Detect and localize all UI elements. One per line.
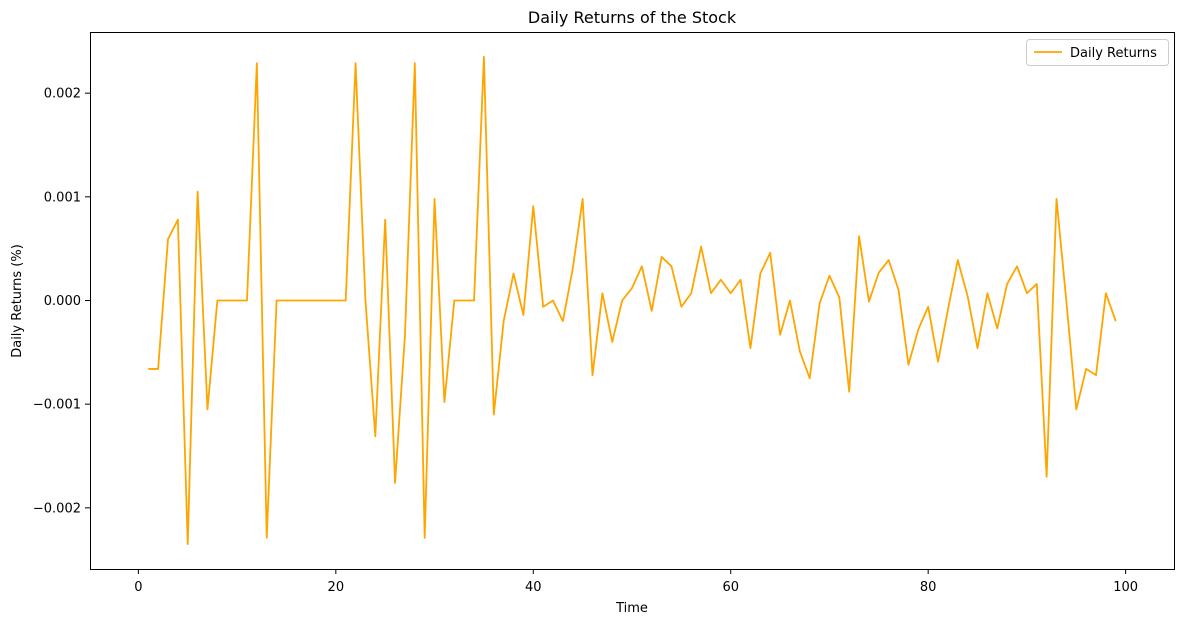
x-tick-label: 20 — [328, 580, 345, 595]
legend: Daily Returns — [1026, 39, 1169, 66]
x-tick-label: 80 — [920, 580, 937, 595]
y-tick-label: 0.000 — [44, 294, 81, 309]
y-axis-label: Daily Returns (%) — [10, 244, 25, 358]
x-axis-label: Time — [615, 601, 648, 616]
y-axis-ticks: −0.002 −0.001 0.000 0.001 0.002 — [33, 87, 90, 516]
plot-area — [148, 55, 1117, 546]
axes — [90, 32, 1175, 570]
x-tick-label: 0 — [134, 580, 142, 595]
axes-frame — [90, 32, 1175, 570]
chart-title: Daily Returns of the Stock — [528, 8, 737, 27]
x-tick-label: 100 — [1113, 580, 1138, 595]
y-tick-label: −0.002 — [33, 501, 81, 516]
x-tick-label: 40 — [525, 580, 542, 595]
x-tick-label: 60 — [722, 580, 739, 595]
x-axis-ticks: 0 20 40 60 80 100 — [134, 569, 1138, 595]
y-tick-label: −0.001 — [33, 398, 81, 413]
y-tick-label: 0.001 — [44, 190, 81, 205]
y-tick-label: 0.002 — [44, 87, 81, 102]
legend-label: Daily Returns — [1070, 46, 1157, 61]
legend-box — [1026, 39, 1169, 66]
series-line-0 — [148, 55, 1117, 546]
